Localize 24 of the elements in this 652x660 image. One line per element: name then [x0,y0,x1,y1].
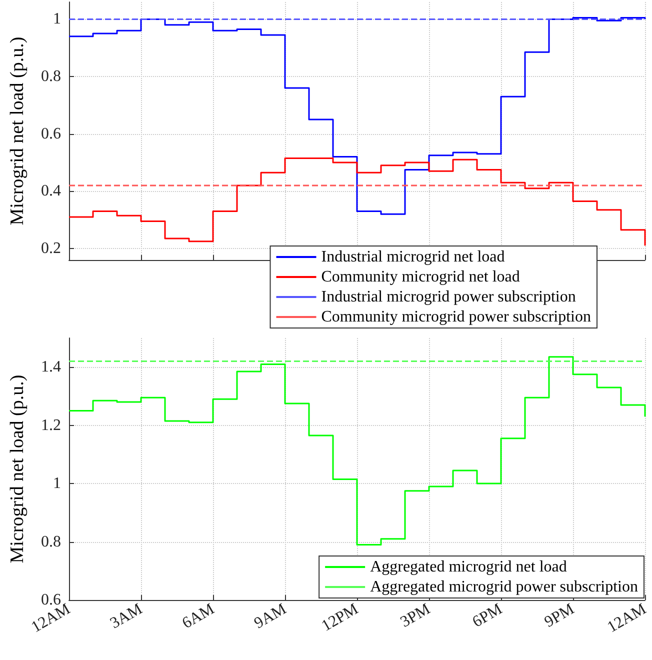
legend-label: Industrial microgrid power subscription [321,288,576,306]
x-tick-label: 6AM [180,600,218,632]
y-tick-label: 0.6 [41,125,61,142]
y-tick-label: 1.2 [41,416,61,434]
x-tick-label: 9PM [542,600,578,631]
y-axis-title: Microgrid net load (p.u.) [7,36,28,226]
legend-label: Aggregated microgrid net load [370,558,567,576]
x-tick-label: 3PM [398,600,434,631]
y-tick-label: 0.6 [41,592,61,608]
y-axis-title: Microgrid net load (p.u.) [7,374,28,564]
x-tick-label: 9AM [252,600,290,632]
x-tick-label: 6PM [470,600,506,631]
y-tick-label: 0.4 [41,182,61,200]
legend-label: Community microgrid net load [321,268,520,286]
y-tick-label: 0.8 [41,533,61,550]
y-tick-label: 1 [53,10,61,28]
legend-label: Industrial microgrid net load [321,248,505,266]
legend-label: Community microgrid power subscription [321,308,591,326]
legend-label: Aggregated microgrid power subscription [370,578,638,596]
y-tick-label: 0.2 [41,240,61,258]
y-tick-label: 0.8 [41,68,61,86]
x-tick-label: 3AM [108,600,146,632]
y-tick-label: 1.4 [41,358,61,376]
y-tick-label: 1 [53,475,61,492]
